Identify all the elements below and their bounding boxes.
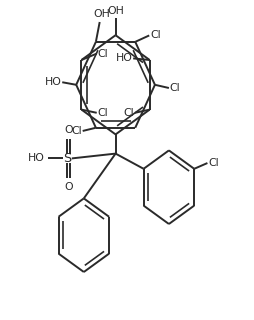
Text: HO: HO <box>45 77 61 87</box>
Text: O: O <box>64 125 73 135</box>
Text: HO: HO <box>116 53 132 63</box>
Text: Cl: Cl <box>170 83 180 93</box>
Text: HO: HO <box>28 153 44 164</box>
Text: O: O <box>64 182 73 192</box>
Text: Cl: Cl <box>98 108 108 118</box>
Text: OH: OH <box>94 9 111 19</box>
Text: S: S <box>63 152 71 165</box>
Text: Cl: Cl <box>208 158 219 168</box>
Text: Cl: Cl <box>123 108 134 118</box>
Text: Cl: Cl <box>150 30 161 40</box>
Text: Cl: Cl <box>98 49 108 59</box>
Text: OH: OH <box>107 6 124 16</box>
Text: Cl: Cl <box>71 126 82 136</box>
